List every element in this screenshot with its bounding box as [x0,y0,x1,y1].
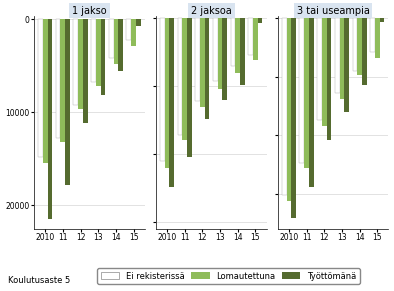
Bar [258,18,262,23]
Bar [291,18,296,218]
Bar [109,19,113,58]
Bar [335,18,340,93]
Bar [187,18,192,157]
Bar [299,18,304,163]
Bar [91,19,96,82]
Bar [375,18,379,58]
Bar [309,18,314,187]
Bar [213,18,218,81]
Bar [96,19,100,86]
Bar [344,18,349,112]
Bar [178,18,182,135]
Bar [340,18,344,99]
Bar [357,18,362,75]
Title: 3 tai useampia: 3 tai useampia [297,6,370,15]
Bar [131,19,136,46]
Bar [230,18,235,66]
Bar [240,18,245,85]
Bar [195,18,200,101]
Bar [100,19,105,95]
Bar [43,19,48,164]
Bar [169,18,174,187]
Bar [83,19,87,123]
Text: Koulutusaste 5: Koulutusaste 5 [8,276,70,285]
Bar [353,18,357,71]
Bar [248,18,253,55]
Bar [282,18,286,195]
Bar [218,18,222,89]
Bar [362,18,367,85]
Bar [113,19,118,64]
Bar [118,19,123,71]
Bar [370,18,375,52]
Bar [286,18,291,200]
Bar [322,18,327,126]
Bar [327,18,331,140]
Bar [165,18,169,168]
Bar [136,19,141,26]
Bar [304,18,309,168]
Bar [61,19,65,142]
Bar [38,19,43,157]
Bar [253,18,258,61]
Bar [56,19,61,138]
Bar [200,18,205,107]
Bar [317,18,322,120]
Title: 1 jakso: 1 jakso [72,6,107,15]
Bar [182,18,187,140]
Bar [222,18,227,100]
Bar [379,18,384,22]
Bar [126,19,131,40]
Bar [48,19,52,219]
Title: 2 jaksoa: 2 jaksoa [191,6,232,15]
Bar [65,19,70,185]
Bar [205,18,210,119]
Bar [235,18,240,73]
Legend: Ei rekisterissä, Lomautettuna, Työttömänä: Ei rekisterissä, Lomautettuna, Työttömän… [97,268,360,284]
Bar [160,18,165,161]
Bar [78,19,83,109]
Bar [73,19,78,105]
